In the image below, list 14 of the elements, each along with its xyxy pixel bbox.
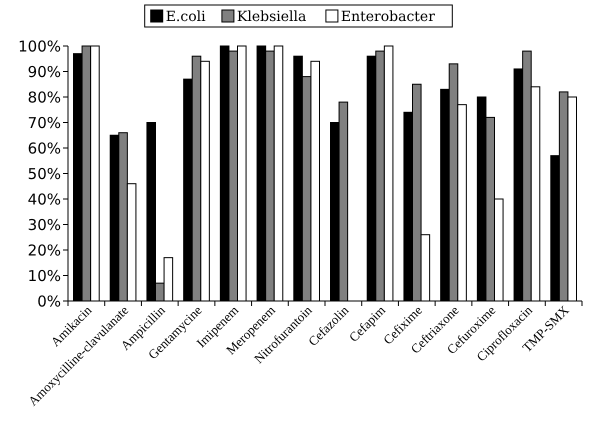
legend-label: E.coli <box>166 9 206 25</box>
y-tick-label: 90% <box>28 62 61 81</box>
y-tick-label: 70% <box>28 114 61 132</box>
legend-label: Enterobacter <box>340 9 436 25</box>
y-tick-label: 100% <box>18 37 61 56</box>
y-tick-label: 20% <box>28 241 61 260</box>
y-tick-label: 10% <box>28 266 61 285</box>
y-tick-label: 60% <box>28 139 61 158</box>
y-tick-label: 50% <box>28 164 61 183</box>
y-tick-label: 0% <box>37 292 61 310</box>
y-tick-label: 40% <box>28 190 61 208</box>
legend-label: Klebsiella <box>236 9 306 25</box>
y-tick-label: 80% <box>28 88 61 106</box>
y-tick-label: 30% <box>28 216 61 234</box>
